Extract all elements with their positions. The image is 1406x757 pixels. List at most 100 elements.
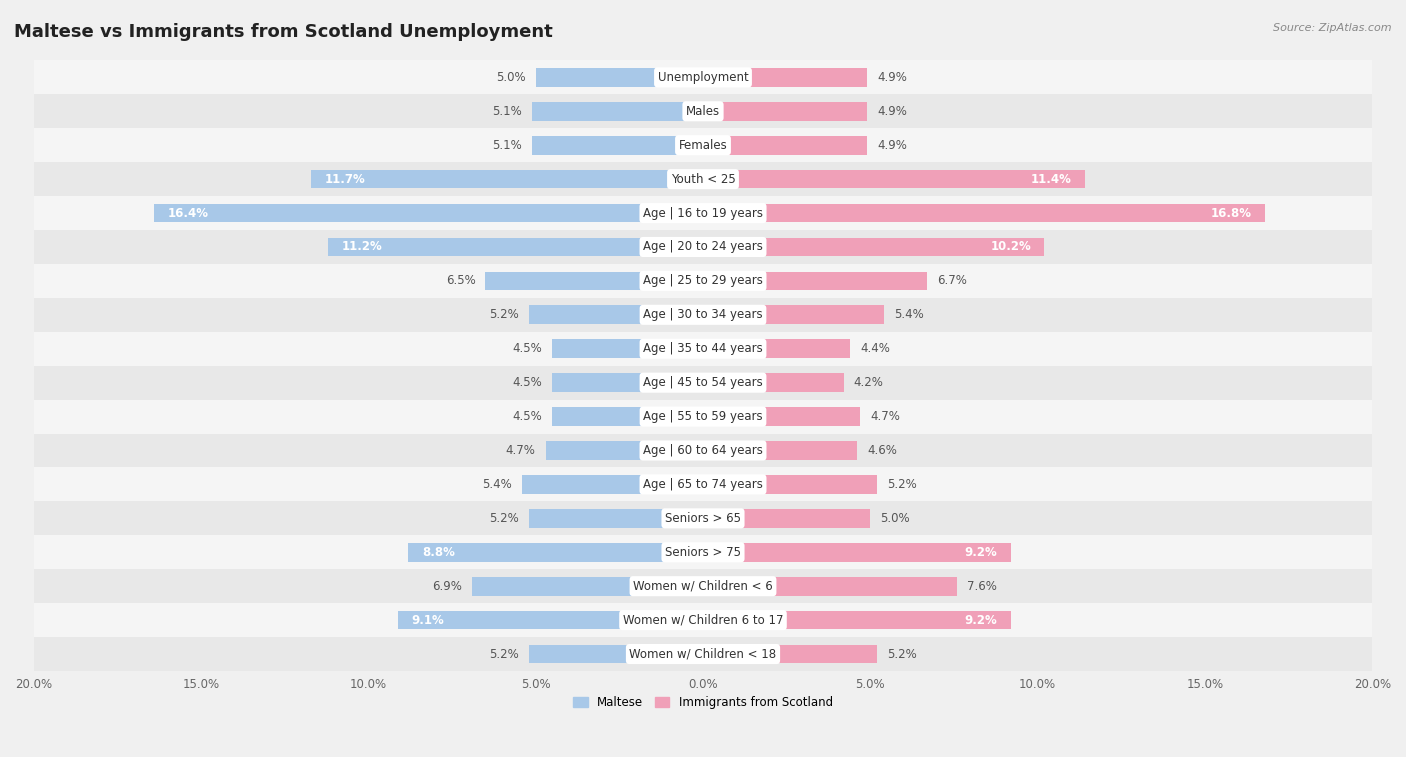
Text: 5.2%: 5.2% [887,647,917,661]
Text: 5.4%: 5.4% [482,478,512,491]
Text: 16.4%: 16.4% [167,207,208,220]
Text: 4.2%: 4.2% [853,376,883,389]
Text: Women w/ Children < 18: Women w/ Children < 18 [630,647,776,661]
Bar [472,577,703,596]
Text: 5.2%: 5.2% [489,647,519,661]
Bar [703,645,877,663]
Bar [533,102,703,120]
Bar [703,68,868,87]
Text: 10.2%: 10.2% [990,241,1031,254]
Text: 9.1%: 9.1% [412,614,444,627]
Bar [529,509,703,528]
Bar [703,272,928,290]
Text: 7.6%: 7.6% [967,580,997,593]
Bar [398,611,703,629]
Bar [536,68,703,87]
Bar [546,441,703,459]
Text: Maltese vs Immigrants from Scotland Unemployment: Maltese vs Immigrants from Scotland Unem… [14,23,553,41]
Text: Unemployment: Unemployment [658,71,748,84]
Text: 11.2%: 11.2% [342,241,382,254]
Legend: Maltese, Immigrants from Scotland: Maltese, Immigrants from Scotland [568,691,838,714]
Bar [703,577,957,596]
Text: Youth < 25: Youth < 25 [671,173,735,185]
Text: Age | 65 to 74 years: Age | 65 to 74 years [643,478,763,491]
Text: Males: Males [686,104,720,118]
Text: 4.9%: 4.9% [877,104,907,118]
Text: 8.8%: 8.8% [422,546,454,559]
Text: 11.7%: 11.7% [325,173,366,185]
Text: Age | 16 to 19 years: Age | 16 to 19 years [643,207,763,220]
Bar [703,543,1011,562]
Bar [703,475,877,494]
Bar [703,509,870,528]
Text: 4.7%: 4.7% [506,444,536,457]
Text: Age | 45 to 54 years: Age | 45 to 54 years [643,376,763,389]
Bar [703,170,1084,188]
Text: 5.4%: 5.4% [894,308,924,321]
Bar [34,366,1372,400]
Text: 4.5%: 4.5% [513,410,543,423]
Text: Age | 35 to 44 years: Age | 35 to 44 years [643,342,763,355]
Bar [155,204,703,223]
Text: Women w/ Children < 6: Women w/ Children < 6 [633,580,773,593]
Text: 4.6%: 4.6% [868,444,897,457]
Bar [553,339,703,358]
Bar [34,264,1372,298]
Text: Women w/ Children 6 to 17: Women w/ Children 6 to 17 [623,614,783,627]
Bar [703,204,1265,223]
Bar [522,475,703,494]
Bar [34,95,1372,128]
Bar [703,306,884,324]
Bar [34,162,1372,196]
Text: 6.5%: 6.5% [446,274,475,288]
Text: 4.4%: 4.4% [860,342,890,355]
Text: Age | 30 to 34 years: Age | 30 to 34 years [643,308,763,321]
Bar [34,501,1372,535]
Text: 4.9%: 4.9% [877,71,907,84]
Bar [34,196,1372,230]
Text: 4.9%: 4.9% [877,139,907,151]
Text: Age | 60 to 64 years: Age | 60 to 64 years [643,444,763,457]
Text: 6.7%: 6.7% [938,274,967,288]
Bar [703,339,851,358]
Bar [34,400,1372,434]
Bar [703,238,1045,257]
Text: Age | 25 to 29 years: Age | 25 to 29 years [643,274,763,288]
Bar [34,434,1372,468]
Text: 5.0%: 5.0% [496,71,526,84]
Bar [34,230,1372,264]
Bar [703,373,844,392]
Bar [34,332,1372,366]
Bar [328,238,703,257]
Text: 16.8%: 16.8% [1211,207,1251,220]
Text: Age | 20 to 24 years: Age | 20 to 24 years [643,241,763,254]
Text: 5.2%: 5.2% [887,478,917,491]
Bar [34,637,1372,671]
Bar [311,170,703,188]
Text: 4.5%: 4.5% [513,342,543,355]
Bar [553,407,703,426]
Bar [703,407,860,426]
Text: 5.2%: 5.2% [489,308,519,321]
Bar [485,272,703,290]
Bar [533,136,703,154]
Text: Age | 55 to 59 years: Age | 55 to 59 years [643,410,763,423]
Bar [34,61,1372,95]
Bar [34,603,1372,637]
Text: 5.0%: 5.0% [880,512,910,525]
Bar [34,128,1372,162]
Bar [34,298,1372,332]
Text: 4.5%: 4.5% [513,376,543,389]
Text: Source: ZipAtlas.com: Source: ZipAtlas.com [1274,23,1392,33]
Bar [409,543,703,562]
Bar [703,441,858,459]
Text: Females: Females [679,139,727,151]
Bar [703,611,1011,629]
Bar [34,535,1372,569]
Text: 9.2%: 9.2% [965,614,997,627]
Text: 5.1%: 5.1% [492,104,522,118]
Bar [703,102,868,120]
Text: 9.2%: 9.2% [965,546,997,559]
Bar [34,468,1372,501]
Text: 6.9%: 6.9% [432,580,463,593]
